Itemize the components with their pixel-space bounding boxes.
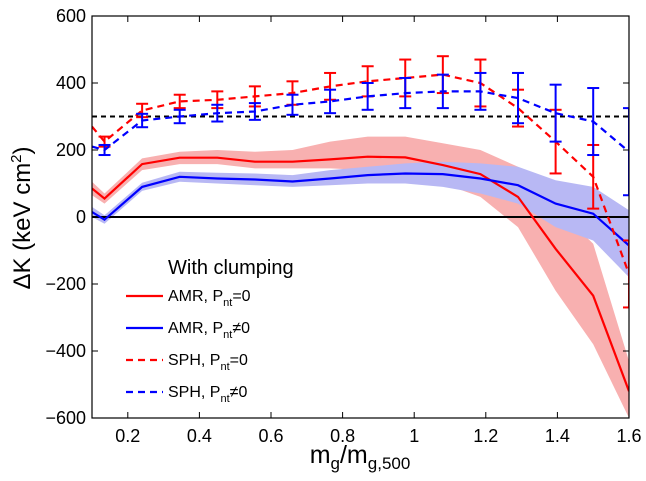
error-bar [399, 76, 412, 110]
error-bar [623, 239, 629, 309]
band-0 [92, 136, 629, 418]
legend-label: SPH, Pnt≠0 [168, 384, 247, 405]
y-axis-ticks: −600 −400 −200 0 200 400 600 [45, 6, 629, 428]
legend-entries: AMR, Pnt=0 AMR, Pnt≠0 SPH, Pnt=0 SPH, Pnt≠0 [126, 288, 251, 405]
y-tick-label: 600 [56, 6, 86, 26]
error-bar [286, 93, 299, 116]
y-tick-label: 200 [56, 140, 86, 160]
error-bar [136, 112, 149, 129]
x-tick-label: 0.6 [258, 426, 283, 446]
legend-entry: AMR, Pnt≠0 [126, 320, 250, 341]
x-tick-label: 1.6 [616, 426, 641, 446]
legend-entry: SPH, Pnt=0 [126, 352, 248, 373]
legend-entry: SPH, Pnt≠0 [126, 384, 247, 405]
y-axis-label: ΔK (keV cm2) [8, 146, 36, 289]
x-tick-label: 0.8 [330, 426, 355, 446]
error-bar [474, 71, 487, 111]
band-1 [92, 161, 629, 278]
error-bar [623, 107, 629, 197]
y-tick-label: −600 [45, 408, 86, 428]
x-axis-ticks: 0.2 0.4 0.6 0.8 1 1.2 1.4 1.6 [115, 16, 642, 446]
x-tick-label: 1.4 [545, 426, 570, 446]
error-bar [324, 88, 337, 115]
x-tick-label: 0.2 [115, 426, 140, 446]
legend-label: SPH, Pnt=0 [168, 352, 248, 373]
error-bar [587, 87, 600, 157]
x-tick-label: 1.2 [473, 426, 498, 446]
series-line-2 [92, 73, 629, 275]
series-line-1 [92, 172, 629, 247]
series-line-0 [92, 155, 629, 392]
x-tick-label: 0.4 [187, 426, 212, 446]
error-bar [248, 102, 261, 121]
reference-lines [92, 115, 629, 218]
error-bar [512, 71, 525, 125]
error-bar [173, 93, 186, 110]
legend-label: AMR, Pnt=0 [168, 288, 251, 309]
legend-label: AMR, Pnt≠0 [168, 320, 250, 341]
error-bar [98, 143, 111, 157]
x-axis-label: mg/mg,500 [310, 441, 411, 473]
y-tick-label: −200 [45, 274, 86, 294]
legend-entry: AMR, Pnt=0 [126, 288, 251, 309]
y-tick-label: 400 [56, 73, 86, 93]
legend-title: With clumping [168, 257, 294, 279]
error-bar [211, 103, 224, 123]
error-bar [361, 82, 374, 111]
error-bar [436, 73, 449, 110]
data-series [92, 55, 629, 392]
error-bar [549, 83, 562, 143]
y-tick-label: 0 [76, 207, 86, 227]
legend: With clumping AMR, Pnt=0 AMR, Pnt≠0 SPH, P… [126, 257, 294, 405]
x-tick-label: 1 [409, 426, 419, 446]
error-bar [173, 108, 186, 125]
series-line-3 [92, 90, 629, 153]
y-tick-label: −400 [45, 341, 86, 361]
confidence-bands [92, 136, 629, 418]
